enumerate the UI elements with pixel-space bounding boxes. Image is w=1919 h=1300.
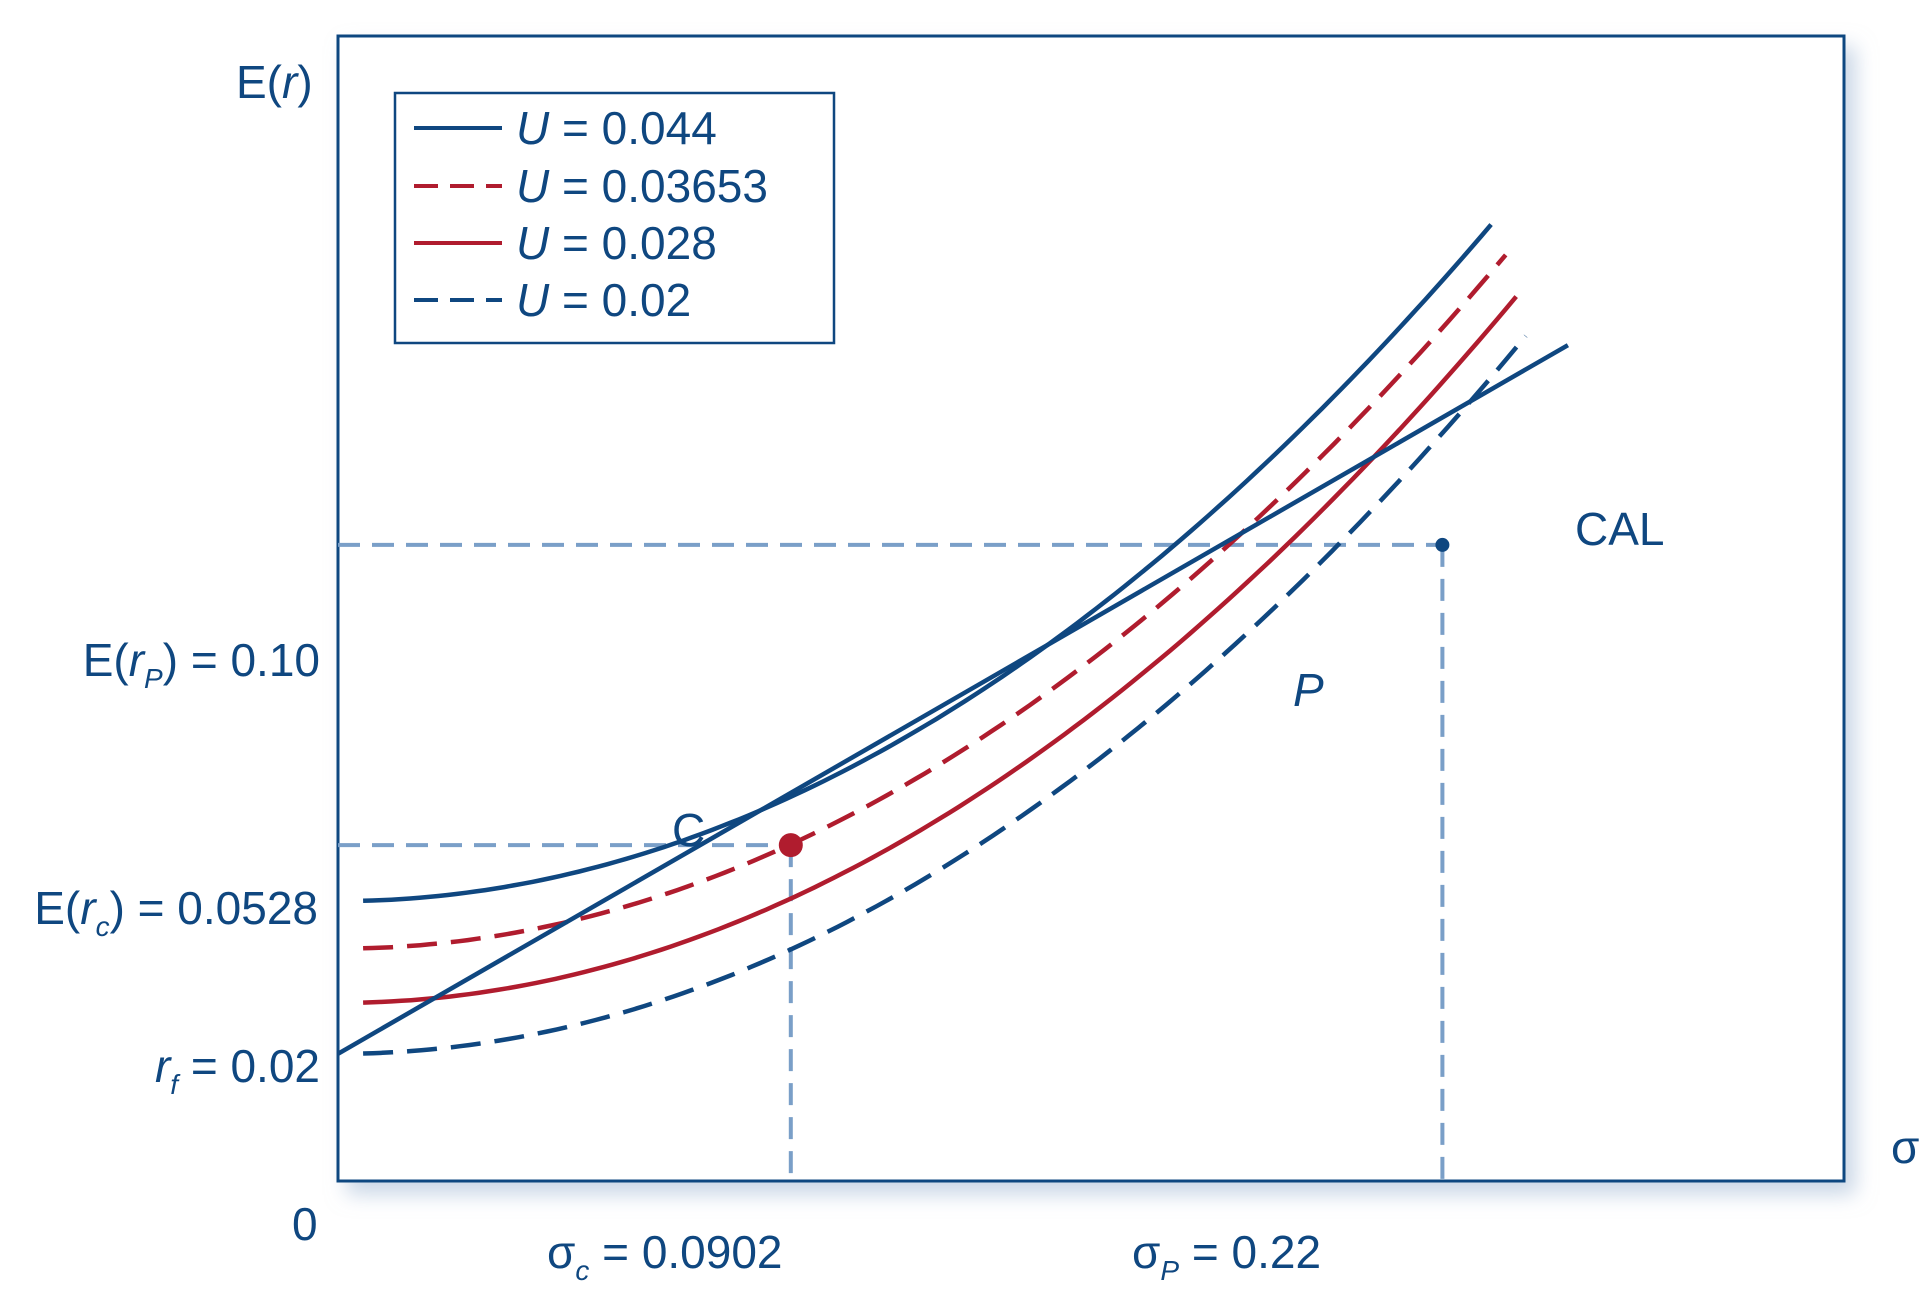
y-tick-label-rf: rf = 0.02	[155, 1040, 320, 1100]
legend-entry-u-03653: U = 0.03653	[516, 160, 768, 212]
guide-lines	[338, 542, 1445, 1181]
point-p	[1435, 537, 1450, 552]
indifference-curve-0	[363, 223, 1493, 904]
cal-label: CAL	[1575, 503, 1664, 555]
point-c-label: C	[672, 804, 705, 856]
point-c	[778, 833, 803, 858]
x-tick-label-sigma-p: σP = 0.22	[1132, 1226, 1321, 1286]
chart-points	[778, 537, 1450, 858]
legend-entry-u-02: U = 0.02	[516, 274, 691, 326]
y-tick-label-rp: E(rP) = 0.10	[83, 634, 320, 694]
x-axis-label: σ	[1891, 1121, 1919, 1173]
origin-label: 0	[292, 1198, 318, 1250]
indifference-curve-1	[363, 253, 1508, 951]
legend: U = 0.044 U = 0.03653 U = 0.028 U = 0.02	[393, 91, 836, 345]
capital-allocation-line	[336, 343, 1570, 1056]
legend-entry-u-028: U = 0.028	[516, 217, 717, 269]
indifference-curves	[363, 223, 1528, 1056]
indifference-curve-3	[363, 334, 1528, 1056]
legend-entry-u-044: U = 0.044	[516, 102, 717, 154]
cal-line	[336, 343, 1570, 1056]
x-tick-label-sigma-c: σc = 0.0902	[547, 1226, 783, 1286]
y-axis-label: E(r)	[236, 56, 313, 108]
indifference-curve-2	[363, 295, 1518, 1005]
point-p-label: P	[1293, 664, 1324, 716]
y-tick-label-rc: E(rc) = 0.0528	[34, 882, 318, 942]
